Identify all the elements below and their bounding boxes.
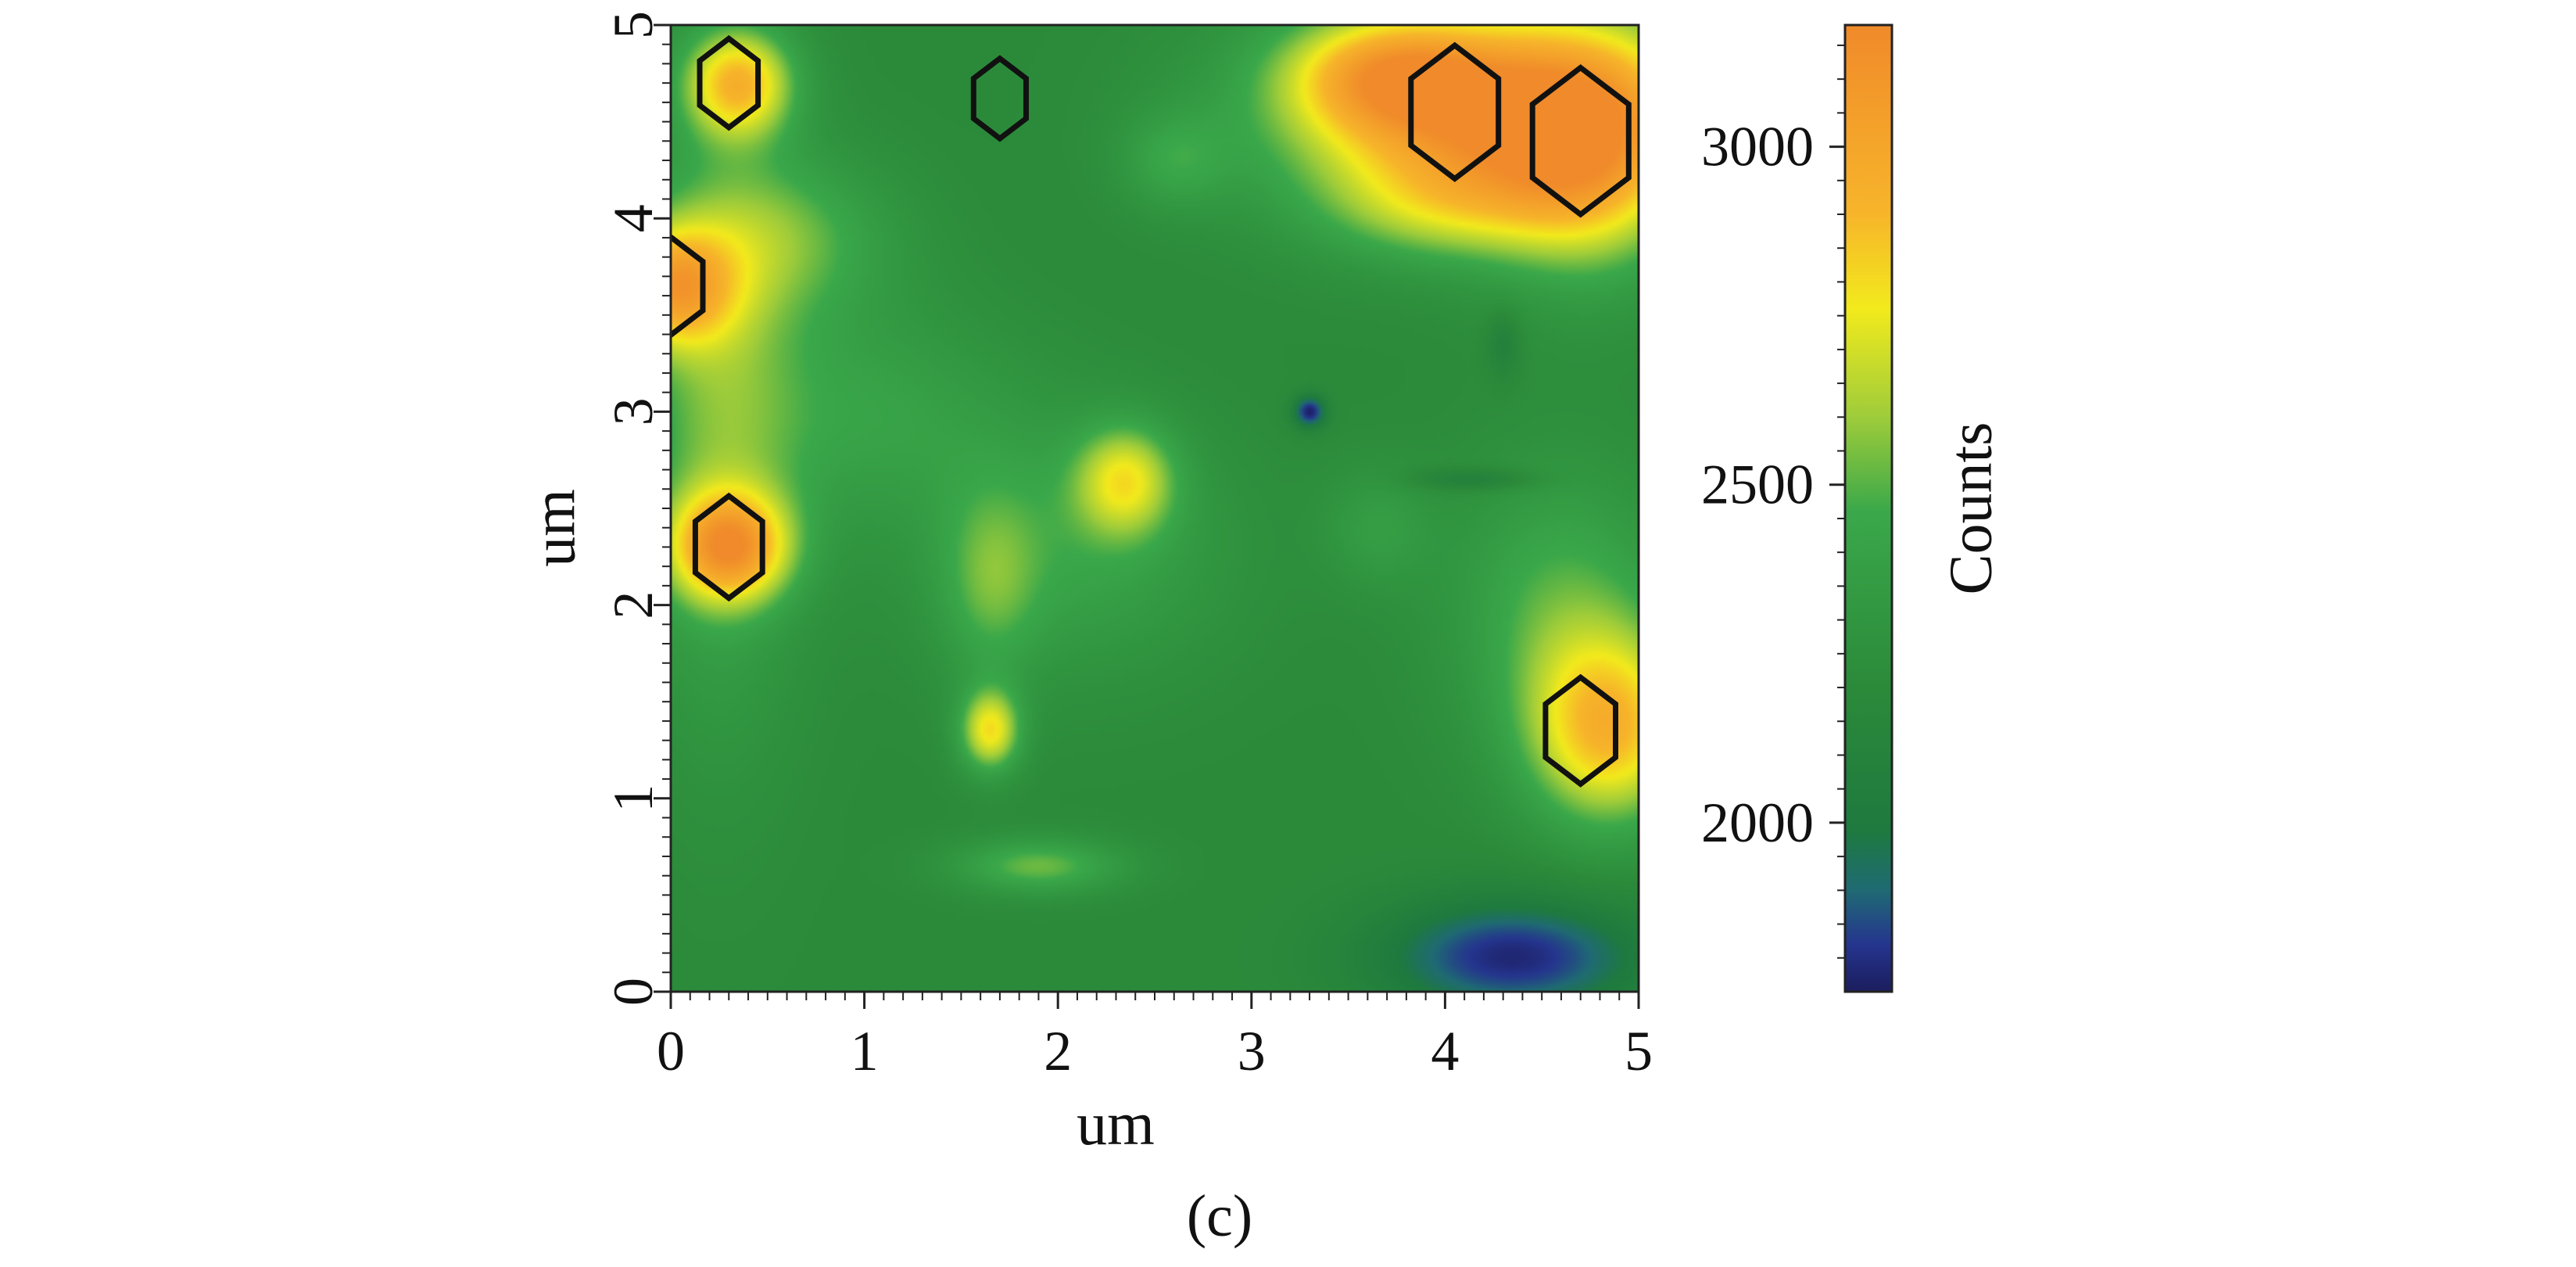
- x-tick-label: 0: [657, 1020, 685, 1082]
- hexagon-marker: [1408, 41, 1502, 182]
- y-tick-label: 3: [602, 397, 665, 425]
- colorbar-axis: 2000 2500 3000: [1701, 44, 1845, 959]
- y-tick-label: 2: [602, 591, 665, 619]
- x-axis-title: um: [1077, 1089, 1155, 1158]
- colorbar-title: Counts: [1936, 422, 2005, 594]
- heatmap-area: [671, 25, 1639, 992]
- y-axis-title: um: [520, 489, 588, 567]
- y-tick-label: 0: [602, 978, 665, 1006]
- x-tick-label: 4: [1431, 1020, 1459, 1082]
- colorbar-tick-label: 3000: [1701, 116, 1814, 178]
- y-tick-label: 4: [602, 204, 665, 232]
- x-tick-label: 2: [1044, 1020, 1072, 1082]
- hexagon-marker: [970, 55, 1029, 142]
- hexagon-marker: [1529, 64, 1632, 218]
- hexagon-marker: [697, 34, 761, 131]
- hexagon-marker: [692, 492, 765, 602]
- x-tick-label: 1: [851, 1020, 879, 1082]
- x-axis: 0 1 2 3 4 5: [657, 992, 1653, 1082]
- y-tick-label: 5: [602, 11, 665, 39]
- hexagon-marker: [671, 233, 706, 339]
- y-axis: 0 1 2 3 4 5: [602, 11, 671, 1006]
- y-tick-label: 1: [602, 784, 665, 813]
- x-tick-label: 5: [1625, 1020, 1653, 1082]
- panel-caption: (c): [1187, 1183, 1252, 1249]
- x-tick-label: 3: [1238, 1020, 1266, 1082]
- heatmap-image: [671, 25, 1639, 992]
- hexagon-markers: [671, 34, 1632, 788]
- hexagon-marker: [1542, 673, 1618, 788]
- colorbar-tick-label: 2500: [1701, 454, 1814, 516]
- colorbar: [1843, 23, 1893, 993]
- colorbar-tick-label: 2000: [1701, 791, 1814, 854]
